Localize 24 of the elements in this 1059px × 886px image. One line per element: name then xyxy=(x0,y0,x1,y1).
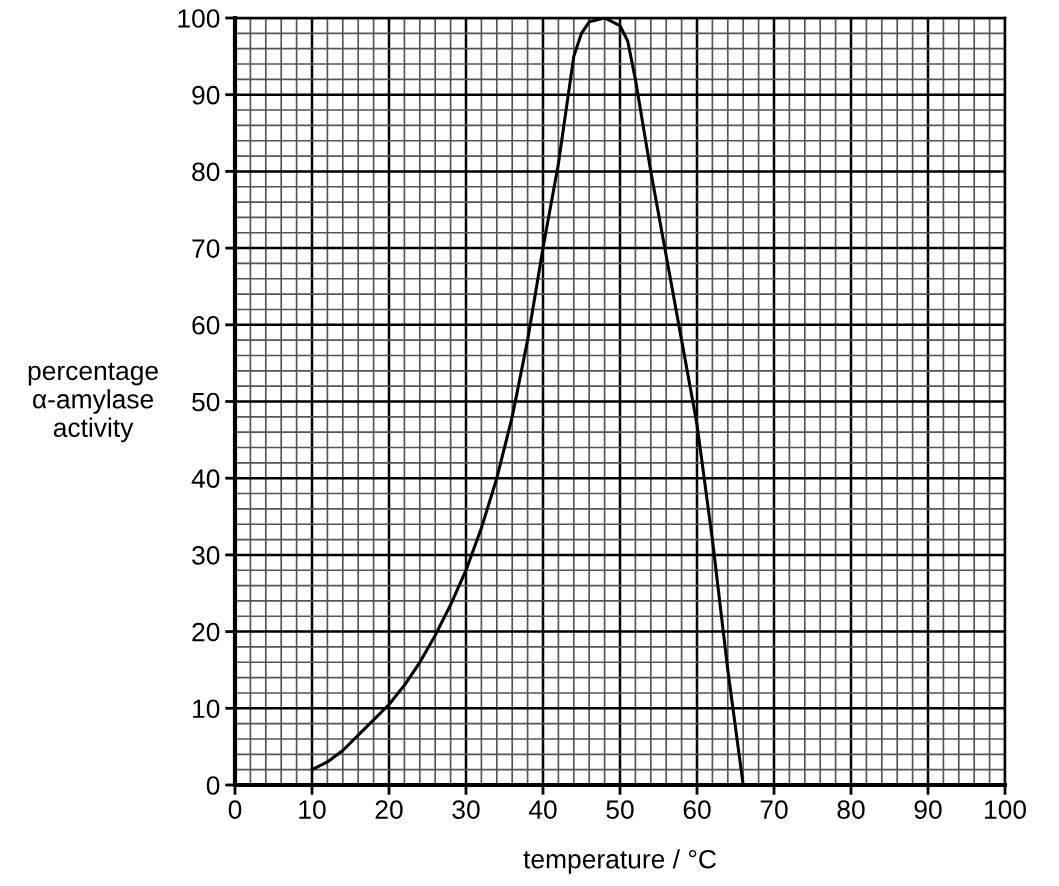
x-tick-label: 30 xyxy=(452,800,480,819)
x-tick-label: 20 xyxy=(375,800,403,819)
y-tick-label: 10 xyxy=(193,699,220,719)
y-tick-label: 90 xyxy=(192,85,220,105)
y-tick-label: 0 xyxy=(206,776,220,795)
y-tick-label: 60 xyxy=(192,315,220,335)
y-tick-label: 70 xyxy=(192,239,220,258)
y-tick-label: 80 xyxy=(192,162,220,182)
x-tick-label: 0 xyxy=(228,800,242,819)
x-axis-title: temperature / °C xyxy=(523,849,716,874)
y-tick-label: 100 xyxy=(178,9,220,28)
y-tick-label: 20 xyxy=(192,622,220,642)
y-tick-label: 40 xyxy=(191,469,220,489)
x-tick-label: 90 xyxy=(914,800,942,819)
x-tick-label: 40 xyxy=(528,800,557,819)
x-tick-label: 100 xyxy=(985,800,1026,819)
y-axis-title: percentage α-amylase activity xyxy=(28,362,158,443)
x-tick-label: 60 xyxy=(683,800,711,819)
x-tick-label: 50 xyxy=(606,800,634,819)
y-tick-label: 30 xyxy=(192,546,220,565)
x-tick-label: 10 xyxy=(299,800,326,819)
y-tick-label: 50 xyxy=(192,392,220,412)
x-tick-label: 70 xyxy=(760,800,788,819)
x-tick-label: 80 xyxy=(837,800,865,819)
